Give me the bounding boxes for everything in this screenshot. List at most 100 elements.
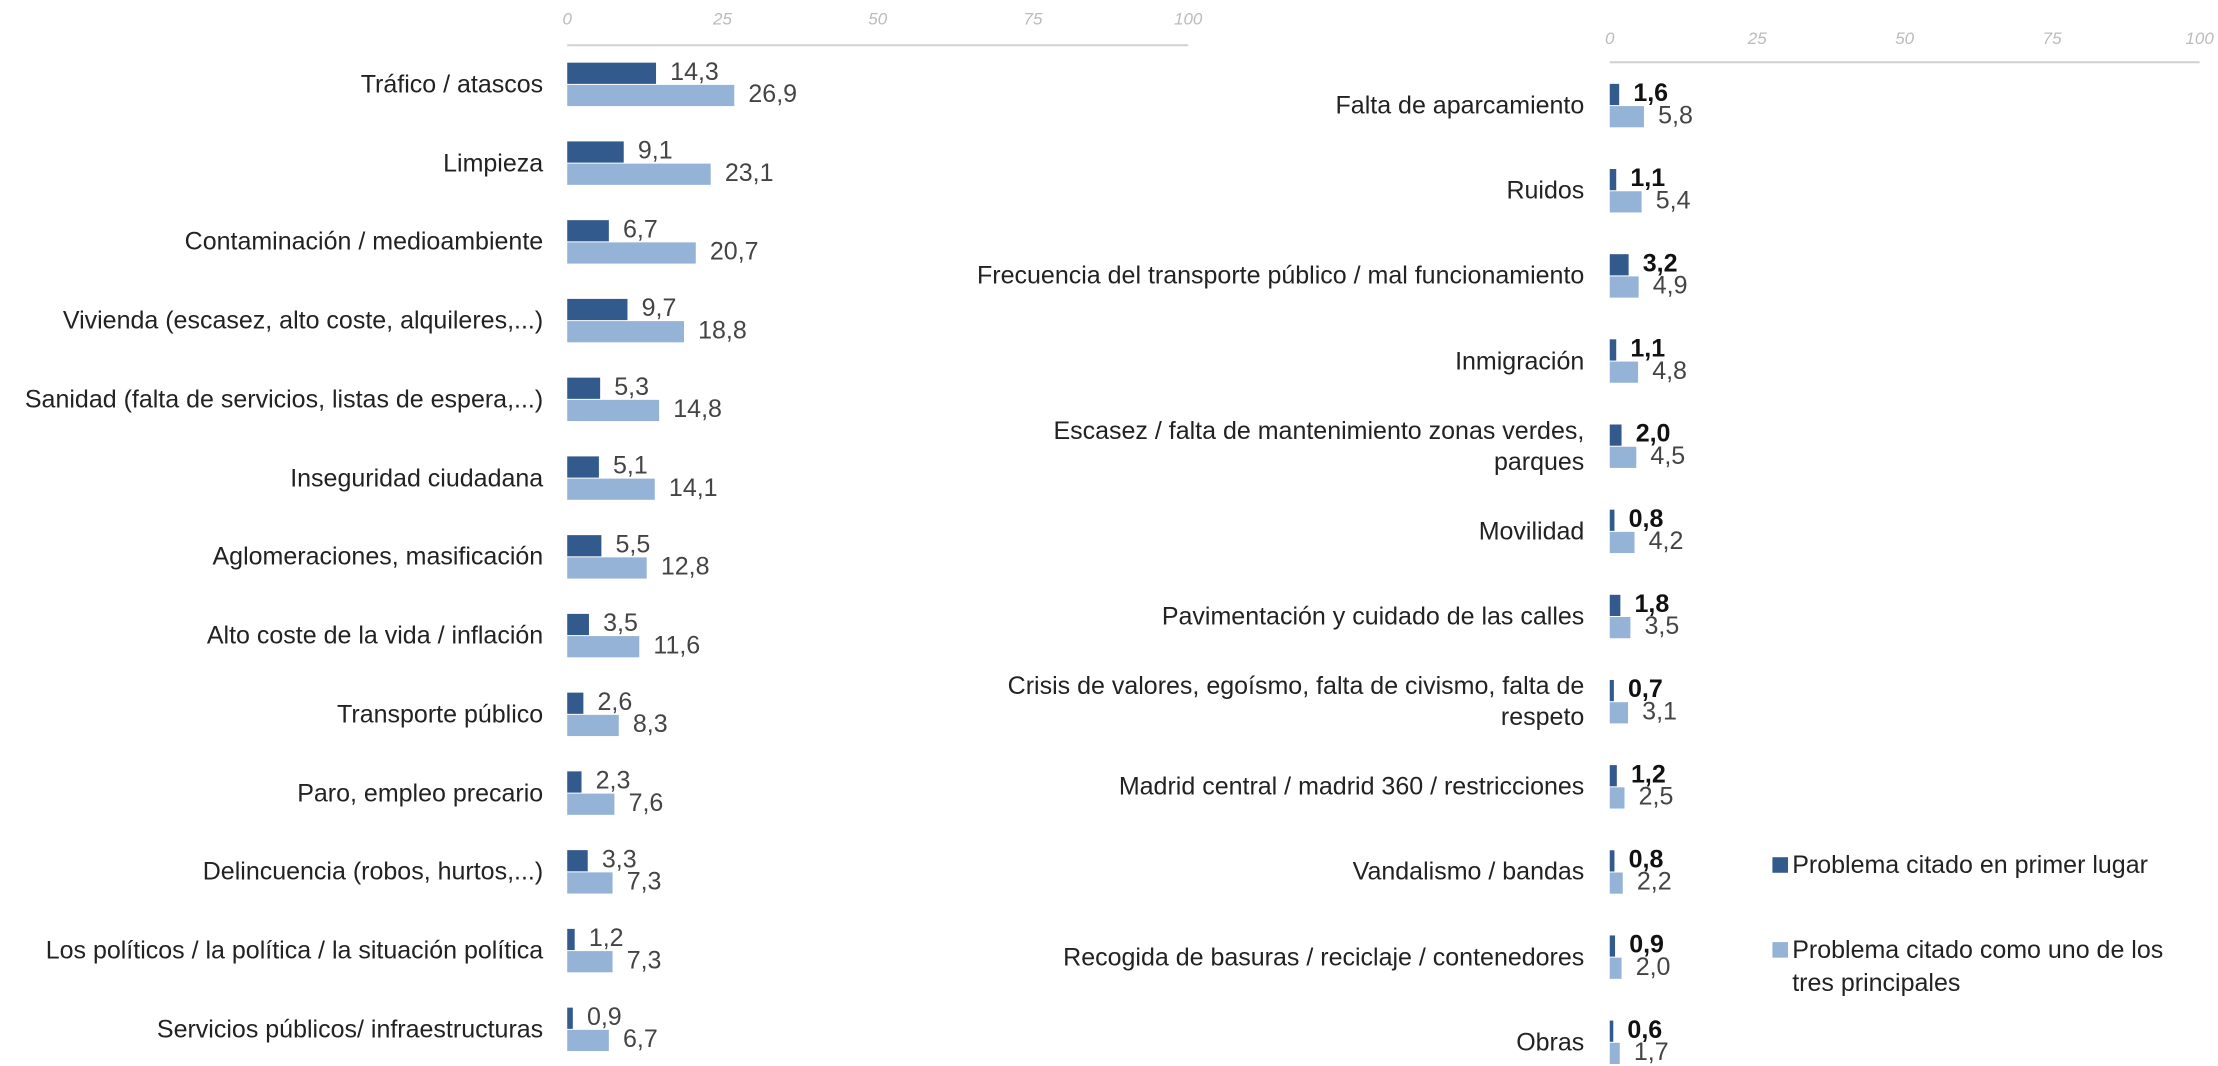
value-label: 0,8 (1629, 845, 1664, 873)
value-label: 5,5 (616, 530, 651, 558)
bar (1609, 1020, 1614, 1042)
category-label: Obras (1516, 1028, 1585, 1057)
x-tick-label: 100 (1174, 9, 1203, 28)
value-label: 0,9 (1629, 931, 1664, 959)
x-tick-label: 0 (562, 9, 572, 28)
x-tick-label: 50 (868, 9, 887, 28)
category-label: Movilidad (1478, 517, 1585, 546)
value-label: 5,1 (613, 452, 648, 480)
bar (1609, 254, 1629, 276)
bar (567, 298, 628, 321)
bar (567, 456, 599, 478)
value-label: 9,7 (642, 294, 677, 322)
value-label: 1,2 (1631, 760, 1666, 788)
category-label: Alto coste de la vida / inflación (206, 621, 544, 650)
category-label: Madrid central / madrid 360 / restriccio… (1118, 772, 1585, 801)
category-label: Aglomeraciones, masificación (212, 542, 544, 571)
value-label: 5,4 (1656, 186, 1691, 214)
value-label: 0,6 (1627, 1016, 1662, 1044)
bar (567, 84, 735, 107)
category-label: Vandalismo / bandas (1352, 857, 1585, 886)
category-label: Inmigración (1455, 347, 1585, 376)
bar (567, 928, 575, 951)
category-label: Delincuencia (robos, hurtos,...) (202, 857, 544, 886)
x-tick-label: 50 (1895, 29, 1914, 48)
value-label: 1,8 (1635, 590, 1670, 618)
value-label: 18,8 (698, 316, 747, 344)
bar (1609, 935, 1616, 957)
value-label: 2,0 (1636, 953, 1671, 981)
value-label: 1,7 (1634, 1038, 1669, 1066)
category-label: Falta de aparcamiento (1335, 91, 1585, 120)
x-tick-label: 75 (1024, 9, 1043, 28)
value-label: 11,6 (653, 631, 700, 659)
value-label: 8,3 (633, 710, 668, 738)
value-label: 3,3 (602, 845, 637, 873)
bar (1609, 765, 1617, 787)
value-label: 5,8 (1658, 101, 1693, 129)
bar (567, 535, 602, 557)
bar (567, 163, 711, 185)
bar (1609, 850, 1615, 872)
bar (1609, 339, 1617, 361)
value-label: 3,2 (1643, 249, 1678, 277)
value-label: 3,1 (1642, 697, 1677, 725)
value-label: 6,7 (623, 1025, 658, 1053)
value-label: 0,8 (1629, 505, 1664, 533)
bar (1609, 594, 1621, 617)
value-label: 2,6 (598, 688, 633, 716)
bar (1609, 106, 1644, 128)
category-label: Sanidad (falta de servicios, listas de e… (24, 385, 544, 414)
bar (567, 613, 589, 636)
legend-label: Problema citado en primer lugar (1792, 850, 2148, 879)
value-label: 0,7 (1628, 675, 1663, 703)
bar (1609, 169, 1617, 191)
value-label: 14,8 (673, 395, 722, 423)
x-tick-label: 25 (712, 9, 732, 28)
bar (567, 636, 640, 658)
value-label: 1,6 (1633, 79, 1668, 107)
bar (567, 951, 613, 973)
value-label: 20,7 (710, 238, 759, 266)
legend-label: Problema citado como uno de los tres pri… (1792, 935, 2164, 997)
value-label: 3,5 (1645, 612, 1680, 640)
x-tick-label: 75 (2043, 29, 2062, 48)
category-label: Crisis de valores, egoísmo, falta de civ… (1007, 672, 1585, 732)
bar (1609, 424, 1622, 446)
category-label: Los políticos / la política / la situaci… (45, 936, 544, 965)
bar (567, 692, 584, 714)
category-label: Escasez / falta de mantenimiento zonas v… (1053, 416, 1585, 476)
category-label: Pavimentación y cuidado de las calles (1161, 602, 1585, 631)
bar (1609, 787, 1625, 809)
bar (567, 399, 660, 422)
value-label: 5,3 (614, 373, 649, 401)
value-label: 4,5 (1650, 442, 1685, 470)
category-label: Ruidos (1506, 176, 1585, 205)
bar (1609, 617, 1631, 639)
bar (1609, 702, 1629, 724)
value-label: 23,1 (725, 159, 774, 187)
category-label: Contaminación / medioambiente (184, 227, 544, 256)
bar (567, 1007, 573, 1029)
bar (1609, 1042, 1620, 1065)
legend-swatch (1772, 857, 1788, 873)
value-label: 14,3 (670, 58, 719, 86)
category-label: Vivienda (escasez, alto coste, alquilere… (62, 306, 544, 335)
value-label: 14,1 (669, 474, 718, 502)
bar (567, 377, 601, 399)
legend-swatch (1772, 942, 1788, 958)
category-label: Frecuencia del transporte público / mal … (977, 261, 1585, 290)
category-label: Limpieza (443, 149, 544, 178)
bar (1609, 872, 1623, 894)
value-label: 1,2 (589, 924, 624, 952)
bar (1609, 276, 1639, 298)
bar (567, 557, 647, 579)
value-label: 2,5 (1639, 783, 1674, 811)
bar (1609, 191, 1642, 213)
category-label: Paro, empleo precario (297, 779, 544, 808)
value-label: 2,3 (596, 767, 631, 795)
bar (1609, 446, 1637, 468)
value-label: 4,9 (1653, 272, 1688, 300)
bar (567, 141, 624, 163)
